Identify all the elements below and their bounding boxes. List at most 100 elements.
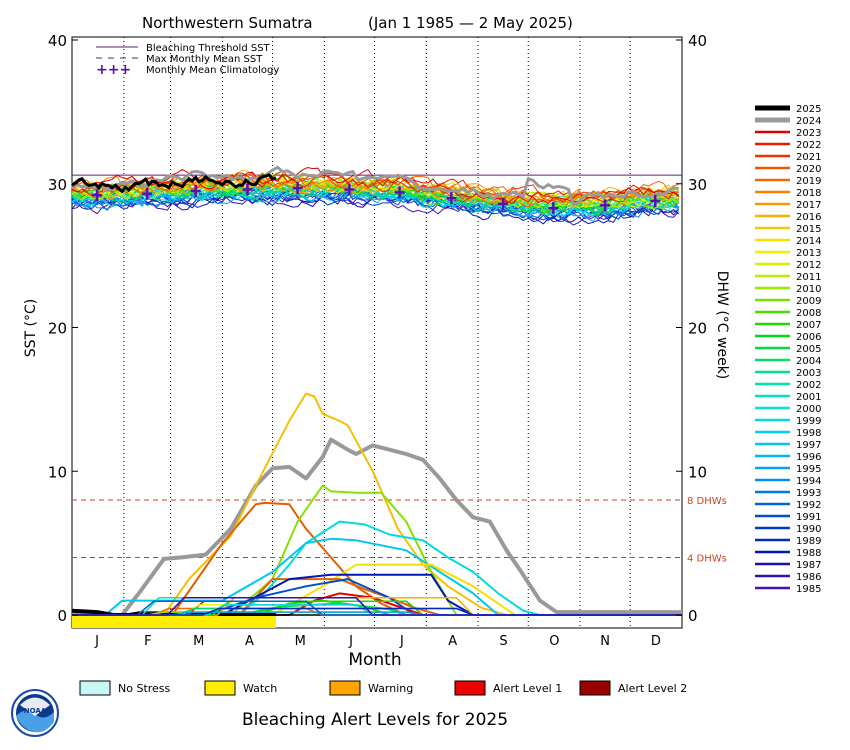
year-legend-label: 1999 [796,416,821,427]
year-legend-label: 1993 [796,488,821,499]
year-legend-label: 1992 [796,500,821,511]
alert-legend-label: No Stress [118,682,171,695]
y-tick-label-left: 10 [48,463,67,481]
dhw-line-2019 [72,501,407,616]
alert-legend-label: Warning [368,682,413,695]
climatology-marker [292,182,303,195]
x-tick-label: O [549,634,559,649]
year-legend-label: 2013 [796,248,821,259]
sst-line-2018 [71,176,680,206]
sst-series [71,165,680,226]
climatology-marker [498,197,509,210]
x-tick-label: S [499,634,507,649]
climatology-marker [446,192,457,205]
climatology-marker [344,183,355,196]
year-legend-label: 2015 [796,224,821,235]
year-legend-label: 2025 [796,104,821,115]
x-tick-label: M [295,634,306,649]
dhw-series [71,392,682,617]
chart-region-title: Northwestern Sumatra [142,14,313,32]
x-tick-label: J [348,634,353,649]
year-legend-label: 2022 [796,140,821,151]
year-legend-label: 1996 [796,452,821,463]
year-legend-label: 2001 [796,392,821,403]
x-tick-label: J [399,634,404,649]
noaa-logo-text: NOAA [24,707,47,715]
y-tick-label-left: 20 [48,320,67,338]
year-legend-label: 2014 [796,236,821,247]
year-legend-label: 2003 [796,368,821,379]
x-tick-label: A [245,634,254,649]
month-grid [123,37,631,628]
climatology-markers [92,182,661,215]
alert-legend-title: Bleaching Alert Levels for 2025 [242,710,508,730]
climatology-marker [548,202,559,215]
x-tick-label: F [144,634,151,649]
year-legend-label: 2010 [796,284,821,295]
y-axis-label-right: DHW (°C week) [714,271,730,380]
alert-bar-segment [72,616,276,628]
y-tick-label-left: 0 [57,607,67,625]
year-legend-label: 1989 [796,536,821,547]
legend-climatology-label: Monthly Mean Climatology [146,65,279,76]
year-legend-label: 2009 [796,296,821,307]
year-legend-label: 2005 [796,344,821,355]
year-legend-label: 2021 [796,152,821,163]
legend-mmm-label: Max Monthly Mean SST [146,54,263,65]
alert-legend-swatch [579,680,611,696]
year-legend-label: 2011 [796,272,821,283]
climatology-marker [394,186,405,199]
chart-date-range: (Jan 1 1985 — 2 May 2025) [368,14,573,32]
year-legend-label: 1986 [796,572,821,583]
alert-level-legend: No Stress Watch Warning Alert Level 1 Alert … [79,680,687,696]
legend-climatology-swatch: +++ [96,62,131,78]
year-legend-label: 2024 [796,116,821,127]
year-legend-label: 1991 [796,512,821,523]
y-tick-label-right: 40 [688,32,707,50]
x-axis-label: Month [348,650,401,670]
year-legend-label: 2006 [796,332,821,343]
dhw-line-2015 [72,563,516,616]
year-legend-label: 2008 [796,308,821,319]
sst-line-2024 [71,165,679,207]
alert-legend-label: Alert Level 1 [493,682,562,695]
sst-line-2022 [71,172,679,204]
climatology-marker [650,195,661,207]
alert-legend-swatch [79,680,111,696]
year-legend-label: 2023 [796,128,821,139]
x-tick-label: A [448,634,457,649]
year-legend: 2025202420232022202120202019201820172016… [755,104,821,595]
y-axis-label-left: SST (°C) [23,299,39,357]
x-tick-label: D [651,634,661,649]
year-legend-label: 1985 [796,584,821,595]
dhw-baseline-line [72,597,682,616]
year-legend-label: 2000 [796,404,821,415]
climatology-marker [92,189,103,202]
plot-frame [71,36,683,629]
dhw-line-1996 [72,537,499,616]
year-legend-label: 2017 [796,200,821,211]
year-legend-label: 2007 [796,320,821,331]
alert-legend-swatch [204,680,236,696]
year-legend-label: 1994 [796,476,821,487]
year-legend-label: 2012 [796,260,821,271]
year-legend-label: 2020 [796,164,821,175]
year-legend-label: 1990 [796,524,821,535]
x-tick-label: J [94,634,99,649]
alert-legend-swatch [454,680,486,696]
dhw-line-2024 [72,437,682,617]
dhw-line-1998 [72,520,541,616]
climatology-marker [600,199,611,212]
year-legend-label: 2002 [796,380,821,391]
climatology-marker [242,183,253,196]
year-legend-label: 1997 [796,440,821,451]
alert-bar-2025 [72,616,276,628]
y-axis-ticks: 0 10 20 30 40 0 10 20 30 40 [48,32,707,625]
year-legend-label: 1987 [796,560,821,571]
climatology-marker [142,187,153,200]
year-legend-label: 2019 [796,176,821,187]
dhw-reference-label: 8 DHWs [687,496,727,507]
sst-line-2015 [71,169,679,201]
climatology-marker [190,184,201,197]
